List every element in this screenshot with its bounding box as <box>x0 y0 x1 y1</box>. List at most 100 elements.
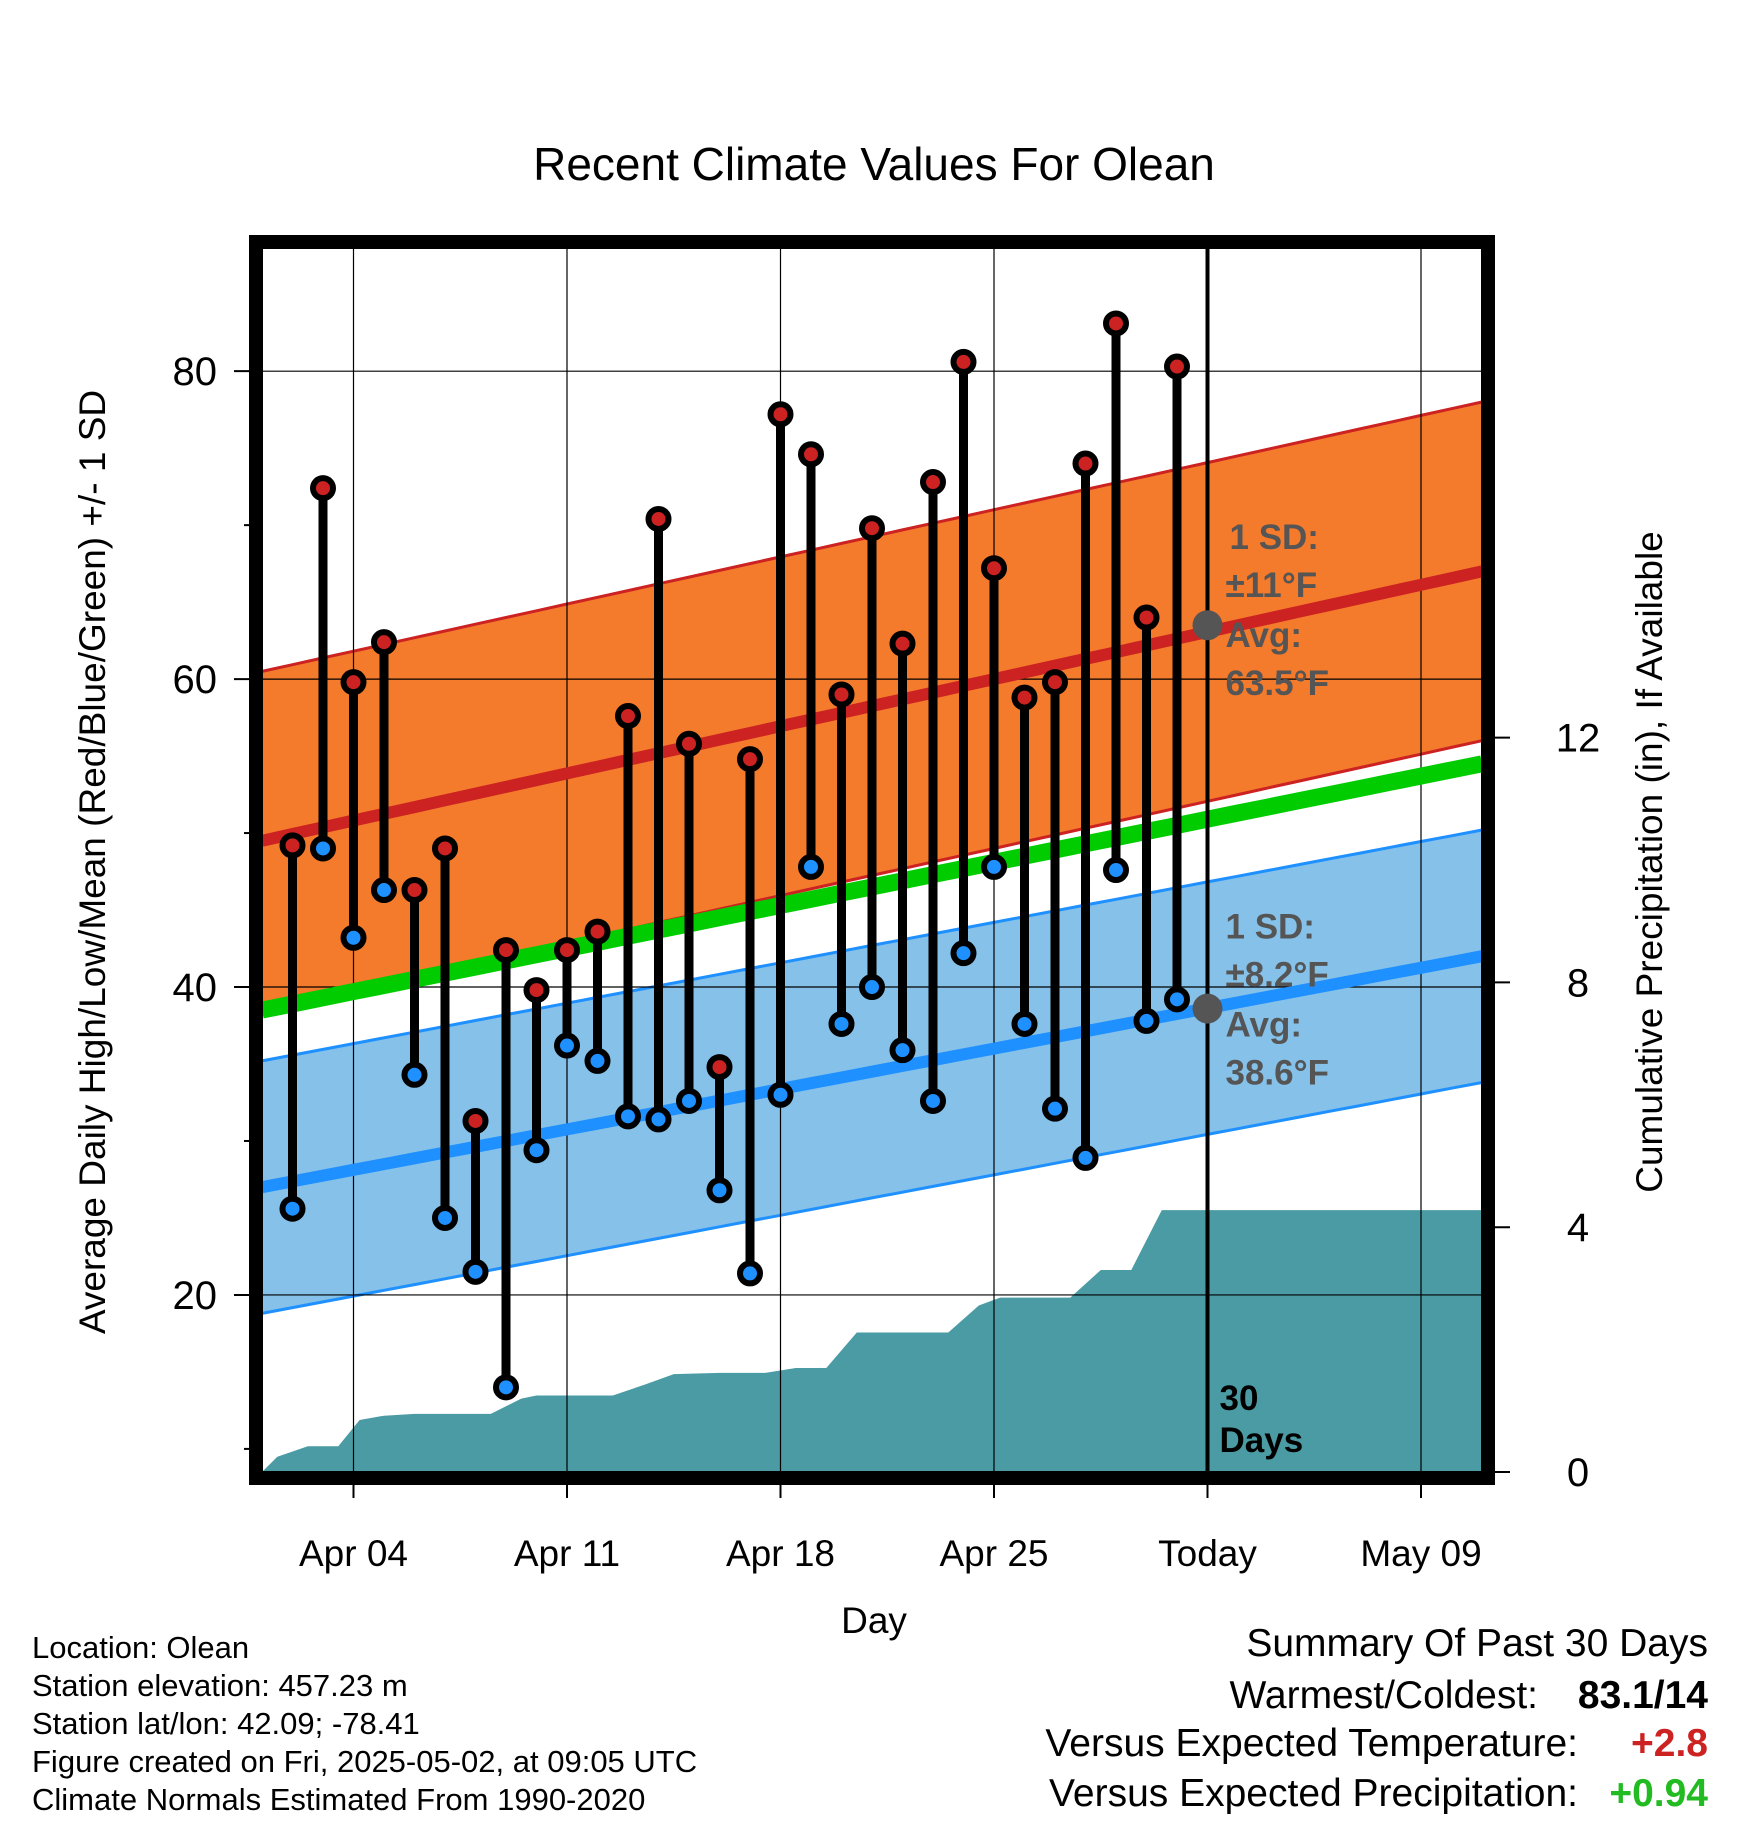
warm-cold-label: Warmest/Coldest: <box>1229 1674 1538 1717</box>
warm-cold-value: 83.1/14 <box>1577 1674 1708 1717</box>
daily-low-point <box>340 924 367 951</box>
daily-high-point <box>1103 310 1129 337</box>
daily-high-point <box>1072 450 1099 477</box>
y-axis-label-right: Cumulative Precipitation (in), If Availa… <box>1629 531 1670 1193</box>
y-left-tick-label: 60 <box>173 658 218 702</box>
daily-high-point <box>645 505 672 532</box>
today-low-avg-marker <box>1192 993 1223 1024</box>
created-text: Figure created on Fri, 2025-05-02, at 09… <box>32 1744 698 1779</box>
summary-precip: Versus Expected Precipitation: +0.94 <box>1049 1772 1708 1816</box>
x-tick-label: Today <box>1158 1533 1257 1574</box>
daily-high-point <box>371 629 397 656</box>
today-days-label-word: Days <box>1220 1421 1304 1460</box>
summary-title: Summary Of Past 30 Days <box>1246 1622 1708 1665</box>
y-left-tick-label: 40 <box>173 966 218 1010</box>
x-tick-label: Apr 25 <box>939 1533 1048 1574</box>
daily-low-point <box>1072 1144 1099 1171</box>
daily-high-point <box>737 746 763 773</box>
daily-low-point <box>767 1081 794 1108</box>
daily-low-point <box>920 1087 946 1114</box>
daily-high-point <box>523 977 550 1004</box>
daily-high-point <box>828 681 855 708</box>
daily-high-point <box>279 832 306 859</box>
x-tick-label: May 09 <box>1360 1533 1481 1574</box>
x-tick-label: Apr 18 <box>726 1533 835 1574</box>
today-high-avg-marker <box>1192 610 1223 641</box>
daily-high-point <box>1164 353 1190 380</box>
daily-low-point <box>462 1258 489 1285</box>
daily-high-point <box>615 703 641 730</box>
daily-high-point <box>920 469 946 496</box>
precip-label: Versus Expected Precipitation: <box>1049 1772 1578 1815</box>
location-text: Location: Olean <box>32 1630 250 1665</box>
y-right-tick-label: 8 <box>1567 961 1589 1005</box>
low-avg-label: Avg: <box>1226 1006 1302 1045</box>
daily-high-point <box>706 1054 733 1081</box>
daily-low-point <box>828 1010 855 1037</box>
today-days-label-number: 30 <box>1220 1379 1259 1418</box>
latlon-text: Station lat/lon: 42.09; -78.41 <box>32 1706 420 1741</box>
daily-high-point <box>889 630 916 657</box>
daily-low-point <box>279 1195 306 1222</box>
daily-low-point <box>1042 1095 1068 1122</box>
daily-high-point <box>950 348 977 375</box>
low-avg-value: 38.6°F <box>1226 1054 1330 1093</box>
daily-low-point <box>737 1260 763 1287</box>
high-sd-label: 1 SD: <box>1230 518 1319 557</box>
daily-low-point <box>950 940 977 967</box>
daily-high-point <box>432 835 458 862</box>
daily-high-point <box>310 475 336 502</box>
low-sd-value: ±8.2°F <box>1226 956 1329 995</box>
daily-low-point <box>798 853 824 880</box>
daily-low-point <box>371 877 397 904</box>
daily-low-point <box>401 1061 428 1088</box>
daily-high-point <box>554 937 580 964</box>
y-axis-label-left: Average Daily High/Low/Mean (Red/Blue/Gr… <box>72 390 113 1334</box>
y-right-tick-label: 0 <box>1567 1451 1589 1495</box>
daily-low-point <box>645 1106 672 1133</box>
daily-low-point <box>1103 857 1129 884</box>
y-left-tick-label: 80 <box>173 350 218 394</box>
daily-high-point <box>981 555 1007 582</box>
daily-low-point <box>493 1374 519 1401</box>
plot-frame <box>249 235 1495 1485</box>
chart-title: Recent Climate Values For Olean <box>533 138 1215 190</box>
daily-high-point <box>493 937 519 964</box>
daily-low-point <box>889 1037 916 1064</box>
summary-temp: Versus Expected Temperature: +2.8 <box>1045 1722 1708 1766</box>
daily-low-point <box>523 1137 550 1164</box>
daily-high-point <box>1042 669 1068 696</box>
daily-high-point <box>859 515 885 542</box>
high-avg-value: 63.5°F <box>1226 664 1330 703</box>
daily-high-point <box>584 918 611 945</box>
y-right-tick-label: 12 <box>1556 717 1601 761</box>
daily-low-point <box>584 1047 611 1074</box>
daily-low-point <box>1011 1010 1038 1037</box>
daily-low-point <box>706 1177 733 1204</box>
temp-value: +2.8 <box>1631 1722 1708 1765</box>
x-tick-label: Apr 04 <box>299 1533 408 1574</box>
elevation-text: Station elevation: 457.23 m <box>32 1668 408 1703</box>
precip-value: +0.94 <box>1609 1772 1708 1815</box>
daily-high-point <box>798 441 824 468</box>
y-left-tick-label: 20 <box>173 1274 218 1318</box>
daily-high-point <box>401 877 428 904</box>
temp-label: Versus Expected Temperature: <box>1045 1722 1578 1765</box>
normals-text: Climate Normals Estimated From 1990-2020 <box>32 1782 646 1817</box>
x-axis-label: Day <box>841 1600 907 1641</box>
high-avg-label: Avg: <box>1226 616 1302 655</box>
daily-high-point <box>676 730 702 757</box>
daily-low-point <box>554 1032 580 1059</box>
daily-high-point <box>462 1107 489 1134</box>
plot-area: 1 SD: ±11°F Avg: 63.5°F 1 SD: ±8.2°F Avg: 38.6°… <box>173 235 1601 1574</box>
daily-low-point <box>981 853 1007 880</box>
daily-low-point <box>432 1204 458 1231</box>
daily-high-point <box>340 669 367 696</box>
summary-warm-cold: Warmest/Coldest: 83.1/14 <box>1230 1674 1708 1718</box>
high-sd-value: ±11°F <box>1226 566 1318 605</box>
daily-low-point <box>615 1103 641 1130</box>
daily-low-point <box>310 835 336 862</box>
daily-high-point <box>1011 684 1038 711</box>
daily-low-point <box>676 1087 702 1114</box>
